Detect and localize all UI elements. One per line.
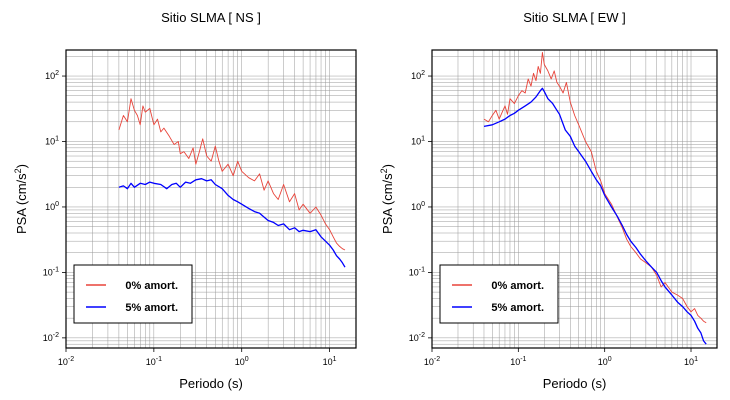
y-tick-label: 102	[411, 70, 425, 81]
y-tick-label: 102	[45, 70, 59, 81]
y-tick-label: 100	[411, 201, 425, 212]
chart-ew: 10-2 10-1 100 101 10-2 10-1 100 101 102 Sitio SLM…	[379, 10, 718, 391]
series-line-damped	[118, 178, 346, 268]
legend: 0% amort. 5% amort.	[73, 264, 193, 324]
x-tick-label: 100	[598, 356, 612, 367]
y-axis-label: PSA (cm/s2)	[379, 164, 395, 234]
plot-frame	[65, 49, 357, 349]
x-tick-label: 10-2	[424, 356, 440, 367]
x-tick-label: 100	[235, 356, 249, 367]
series-line-undamped	[118, 98, 346, 251]
y-axis-label: PSA (cm/s2)	[13, 164, 29, 234]
y-tick-label: 10-2	[409, 332, 425, 343]
chart-title: Sitio SLMA [ NS ]	[161, 10, 261, 25]
x-tick-label: 10-2	[58, 356, 74, 367]
tick-marks	[428, 75, 692, 352]
x-axis-label: Periodo (s)	[179, 376, 243, 391]
x-tick-label: 10-1	[146, 356, 162, 367]
legend: 0% amort. 5% amort.	[439, 264, 559, 324]
series-line-damped	[483, 87, 707, 345]
y-tick-label: 10-2	[43, 332, 59, 343]
chart-ns: 10-2 10-1 100 101 10-2 10-1 100 101 102 Sitio SLM…	[13, 10, 357, 391]
legend-box	[73, 264, 193, 324]
tick-marks	[62, 75, 330, 352]
legend-label: 5% amort.	[491, 302, 544, 314]
y-tick-label: 10-1	[409, 266, 425, 277]
y-tick-label: 101	[45, 136, 59, 147]
legend-label: 5% amort.	[125, 302, 178, 314]
x-axis-label: Periodo (s)	[543, 376, 607, 391]
legend-label: 0% amort.	[125, 280, 178, 292]
y-tick-label: 10-1	[43, 266, 59, 277]
x-tick-label: 10-1	[510, 356, 526, 367]
y-tick-label: 101	[411, 136, 425, 147]
y-tick-label: 100	[45, 201, 59, 212]
chart-title: Sitio SLMA [ EW ]	[523, 10, 626, 25]
x-tick-label: 101	[323, 356, 337, 367]
legend-box	[439, 264, 559, 324]
legend-label: 0% amort.	[491, 280, 544, 292]
plot-frame	[431, 49, 718, 349]
series-line-undamped	[483, 51, 707, 324]
x-tick-label: 101	[684, 356, 698, 367]
